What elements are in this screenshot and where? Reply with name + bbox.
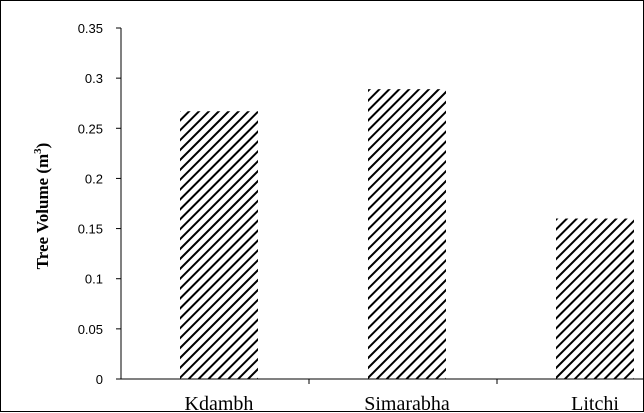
x-axis: Kdambh Simarabha Litchi [121,378,644,413]
y-tick-label: 0.2 [85,171,103,186]
bar-simarabha [368,89,446,379]
y-axis-title: Tree Volume (m3) [32,143,52,270]
x-category-label: Kdambh [185,393,254,413]
y-tick-label: 0.15 [78,222,103,237]
y-tick-label: 0.35 [78,21,103,36]
bar-kdambh [180,111,258,379]
y-tick-label: 0.25 [78,121,103,136]
y-tick-label: 0.3 [85,71,103,86]
x-category-label: Litchi [571,393,619,413]
bar-litchi [556,218,634,379]
y-tick-label: 0.05 [78,322,103,337]
y-tick-label: 0 [96,372,103,387]
x-category-label: Simarabha [364,393,450,413]
y-axis: 0 0.05 0.1 0.15 0.2 0.25 0.3 0.35 [78,21,122,387]
y-tick-label: 0.1 [85,272,103,287]
bars [180,89,634,379]
